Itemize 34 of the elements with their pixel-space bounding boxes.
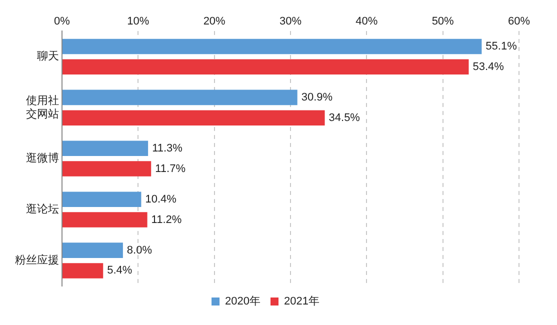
bar (62, 212, 148, 228)
bar (62, 242, 123, 258)
data-label: 11.7% (155, 162, 186, 175)
x-tick-label: 50% (432, 16, 454, 28)
y-tick-label: 聊天 (37, 50, 59, 63)
bar (62, 59, 469, 75)
data-label: 34.5% (328, 112, 360, 124)
data-label: 5.4% (107, 264, 132, 277)
bar (62, 161, 152, 176)
x-tick-label: 0% (54, 16, 70, 28)
x-tick-label: 60% (508, 16, 530, 28)
x-tick-label: 20% (203, 16, 226, 28)
legend-label: 2021年 (284, 296, 320, 308)
y-tick-label: 使用社交网站 (26, 94, 59, 120)
x-tick-label: 30% (279, 16, 302, 28)
bar (62, 38, 482, 54)
data-label: 30.9% (301, 91, 333, 104)
bar (62, 263, 104, 278)
data-label: 11.3% (152, 142, 183, 154)
bar (62, 110, 325, 126)
legend-label: 2020年 (225, 296, 261, 308)
y-tick-label: 粉丝应援 (15, 254, 59, 267)
bar (62, 140, 148, 156)
bar (62, 192, 142, 208)
data-label: 53.4% (472, 60, 504, 73)
y-tick-label: 逛论坛 (26, 202, 59, 216)
x-tick-label: 10% (127, 16, 150, 28)
data-label: 55.1% (486, 40, 518, 53)
data-label: 10.4% (145, 193, 177, 206)
bar (62, 90, 298, 106)
data-label: 8.0% (126, 244, 152, 256)
y-tick-label: 逛微博 (26, 152, 59, 165)
x-tick-label: 40% (356, 16, 378, 28)
data-label: 11.2% (151, 214, 182, 226)
